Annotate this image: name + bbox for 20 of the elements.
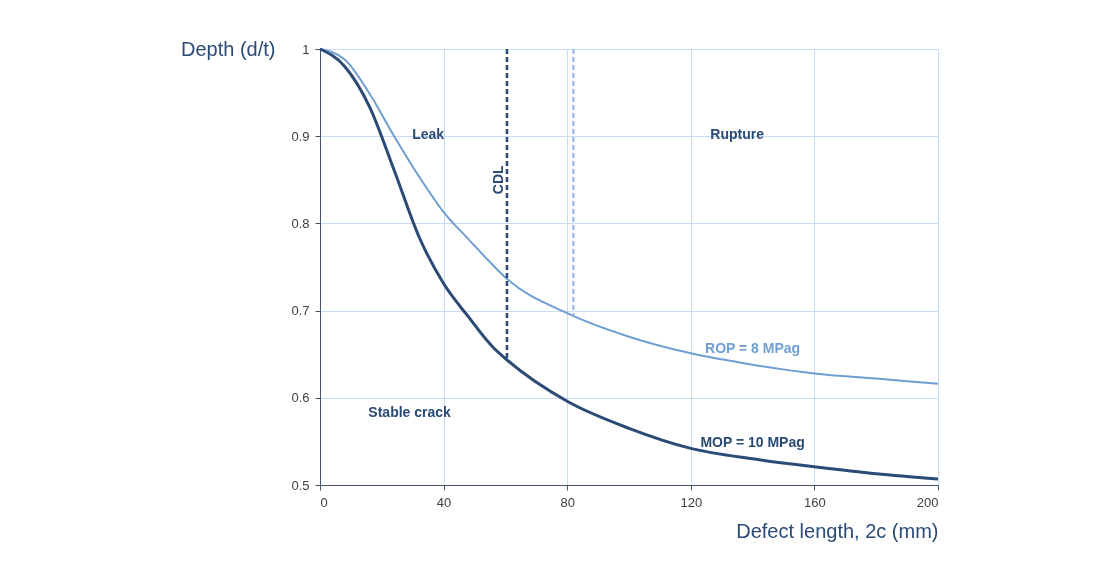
annotation: Leak: [412, 126, 445, 143]
y-tick-label: 0.9: [291, 128, 310, 144]
y-tick-label: 0.8: [291, 215, 310, 231]
annotation: CDL: [490, 164, 507, 195]
x-tick-label: 80: [560, 494, 575, 510]
x-tick-label: 160: [804, 494, 826, 510]
annotation: Rupture: [710, 126, 765, 143]
y-tick-label: 1: [302, 41, 310, 57]
y-tick-label: 0.6: [291, 390, 310, 406]
y-tick-label: 0.5: [291, 477, 310, 493]
x-axis-title: Defect length, 2c (mm): [736, 519, 939, 542]
series-label: ROP = 8 MPag: [705, 339, 801, 356]
x-tick-label: 200: [916, 494, 939, 510]
x-tick-label: 40: [436, 494, 452, 510]
y-tick-label: 0.7: [291, 303, 310, 319]
x-tick-label: 120: [680, 494, 703, 510]
x-tick-label: 0: [320, 494, 328, 510]
series-label: MOP = 10 MPag: [700, 433, 805, 450]
y-axis-title: Depth (d/t): [181, 37, 276, 60]
annotation: Stable crack: [368, 404, 452, 421]
